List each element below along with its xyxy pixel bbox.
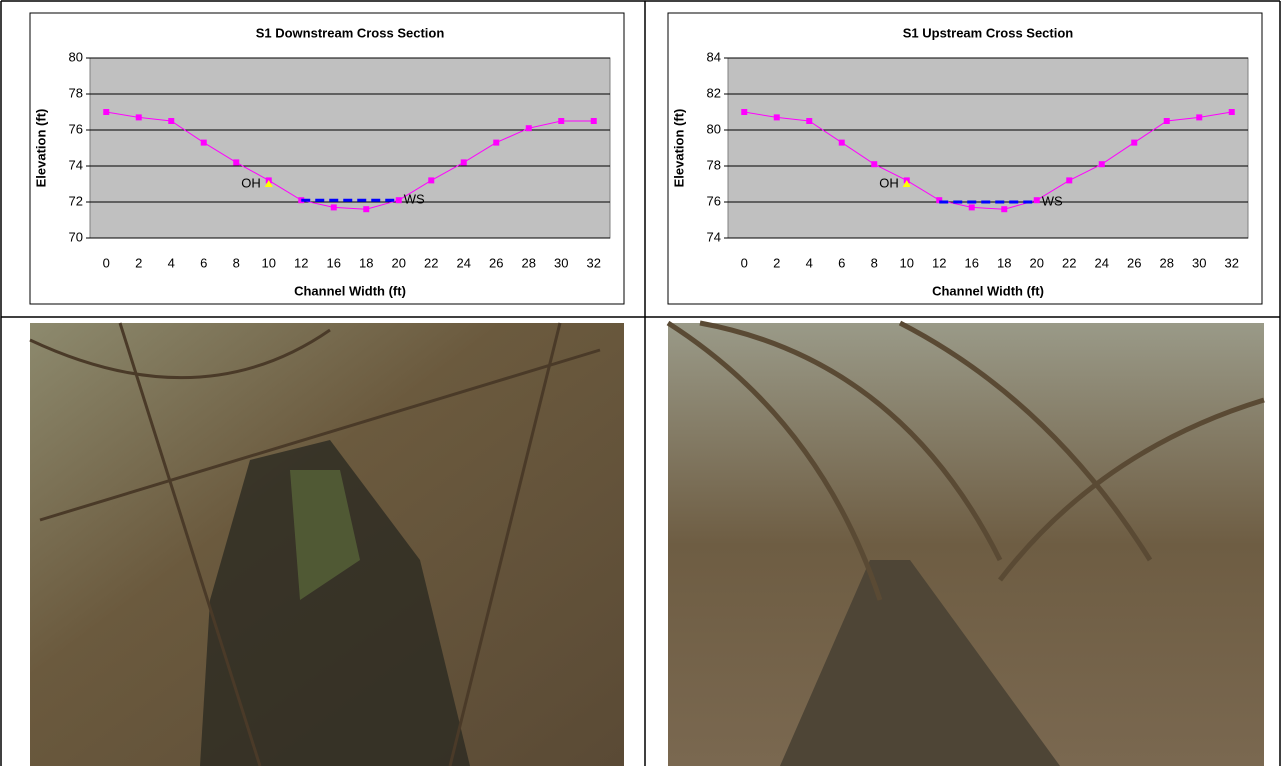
x-tick-label: 18 <box>997 255 1011 270</box>
x-tick-label: 28 <box>522 255 536 270</box>
data-point <box>168 118 175 124</box>
data-point <box>968 204 975 211</box>
x-tick-label: 0 <box>103 255 110 270</box>
y-tick-label: 80 <box>69 49 83 64</box>
x-axis-title: Channel Width (ft) <box>294 283 406 298</box>
data-point <box>525 125 532 132</box>
y-tick-label: 74 <box>707 229 721 244</box>
x-tick-label: 12 <box>932 255 946 270</box>
chart-title: S1 Upstream Cross Section <box>903 25 1074 40</box>
data-point <box>741 109 748 115</box>
x-tick-label: 32 <box>587 255 601 270</box>
y-axis-title: Elevation (ft) <box>33 109 48 188</box>
y-tick-label: 74 <box>69 157 83 172</box>
x-tick-label: 28 <box>1160 255 1174 270</box>
y-tick-label: 78 <box>69 85 83 100</box>
data-line <box>744 111 1232 210</box>
x-tick-label: 16 <box>965 255 979 270</box>
oh-marker <box>264 180 273 187</box>
data-point <box>1196 114 1203 121</box>
plot-area <box>89 57 611 239</box>
y-tick-label: 70 <box>69 229 83 244</box>
x-tick-label: 22 <box>1062 255 1076 270</box>
x-tick-label: 18 <box>359 255 373 270</box>
x-tick-label: 20 <box>1030 255 1044 270</box>
oh-label: OH <box>241 175 261 190</box>
data-point <box>1066 177 1073 184</box>
data-point <box>200 139 207 146</box>
data-point <box>1098 161 1105 168</box>
photo-left <box>29 322 624 766</box>
x-tick-label: 26 <box>489 255 503 270</box>
data-point <box>363 206 370 213</box>
oh-marker <box>902 180 911 187</box>
data-point <box>590 118 597 124</box>
data-point <box>1228 109 1235 115</box>
x-tick-label: 24 <box>457 255 471 270</box>
x-tick-label: 2 <box>773 255 780 270</box>
x-tick-label: 4 <box>806 255 813 270</box>
x-tick-label: 16 <box>327 255 341 270</box>
data-point <box>460 159 467 166</box>
data-point <box>103 109 110 115</box>
x-tick-label: 22 <box>424 255 438 270</box>
data-point <box>871 161 878 168</box>
y-tick-label: 80 <box>707 121 721 136</box>
x-tick-label: 24 <box>1095 255 1109 270</box>
x-tick-label: 32 <box>1225 255 1239 270</box>
y-tick-label: 76 <box>707 193 721 208</box>
data-point <box>558 118 565 124</box>
x-tick-label: 8 <box>871 255 878 270</box>
x-tick-label: 26 <box>1127 255 1141 270</box>
y-tick-label: 72 <box>69 193 83 208</box>
x-tick-label: 20 <box>392 255 406 270</box>
data-point <box>838 139 845 146</box>
oh-label: OH <box>879 175 899 190</box>
chart-title: S1 Downstream Cross Section <box>256 25 445 40</box>
y-tick-label: 76 <box>69 121 83 136</box>
data-point <box>1163 118 1170 124</box>
data-point <box>1033 197 1040 204</box>
ws-label: WS <box>1042 193 1063 208</box>
data-point <box>936 197 943 204</box>
x-tick-label: 8 <box>233 255 240 270</box>
y-tick-label: 78 <box>707 157 721 172</box>
photo-right <box>666 320 1265 766</box>
data-line <box>106 111 594 210</box>
x-axis-title: Channel Width (ft) <box>932 283 1044 298</box>
y-tick-label: 84 <box>707 49 721 64</box>
data-point <box>1001 206 1008 213</box>
data-point <box>773 114 780 121</box>
data-point <box>330 204 337 211</box>
plot-area <box>727 57 1249 239</box>
data-point <box>428 177 435 184</box>
y-tick-label: 82 <box>707 85 721 100</box>
x-tick-label: 10 <box>262 255 276 270</box>
x-tick-label: 30 <box>1192 255 1206 270</box>
x-tick-label: 12 <box>294 255 308 270</box>
y-axis-title: Elevation (ft) <box>671 109 686 188</box>
data-point <box>233 159 240 166</box>
x-tick-label: 30 <box>554 255 568 270</box>
x-tick-label: 4 <box>168 255 175 270</box>
data-point <box>395 197 402 204</box>
data-point <box>135 114 142 121</box>
x-tick-label: 6 <box>838 255 845 270</box>
ws-label: WS <box>404 192 425 207</box>
x-tick-label: 6 <box>200 255 207 270</box>
x-tick-label: 10 <box>900 255 914 270</box>
data-point <box>493 139 500 146</box>
data-point <box>1131 139 1138 146</box>
x-tick-label: 2 <box>135 255 142 270</box>
data-point <box>806 118 813 124</box>
x-tick-label: 0 <box>741 255 748 270</box>
